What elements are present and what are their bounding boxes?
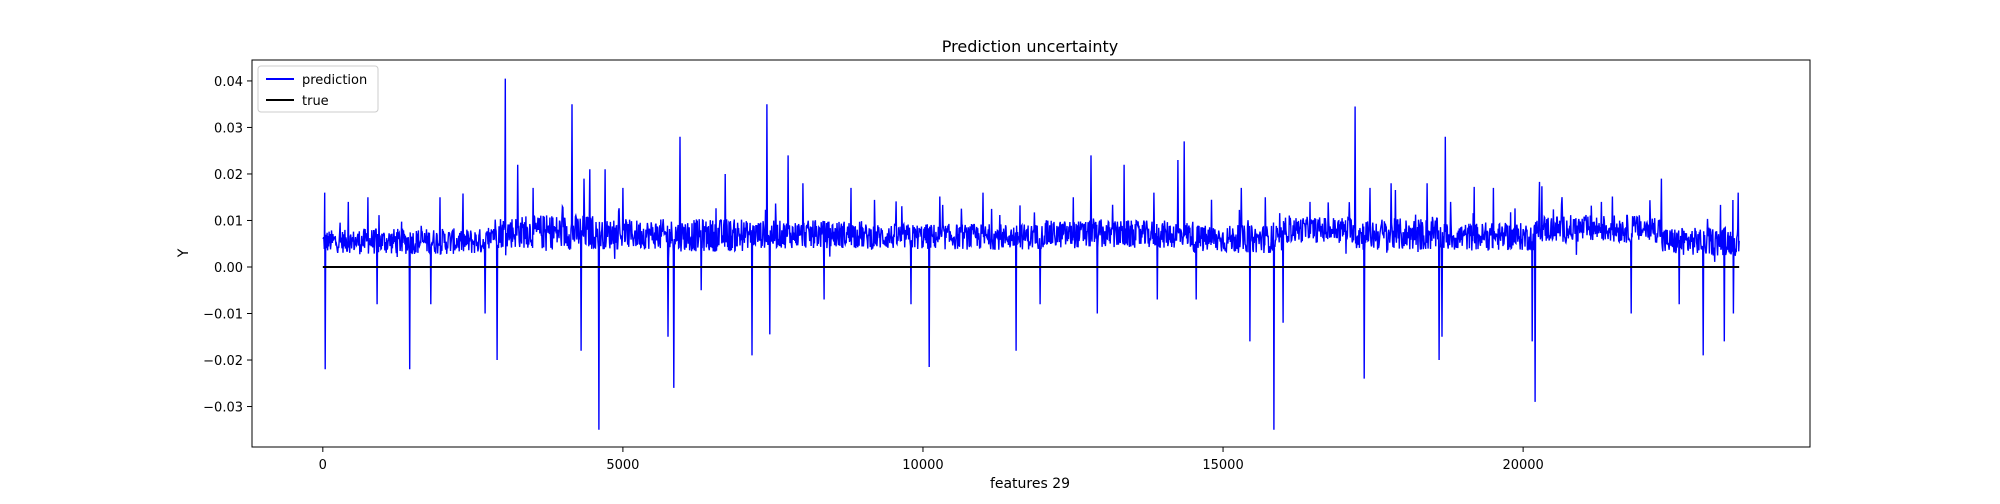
y-tick-label: 0.04 bbox=[214, 75, 243, 90]
legend: prediction true bbox=[257, 65, 379, 113]
x-axis-label: features 29 bbox=[990, 476, 1070, 492]
y-tick-label: 0.03 bbox=[214, 121, 243, 136]
y-tick-label: −0.03 bbox=[203, 401, 243, 416]
y-tick-label: −0.01 bbox=[203, 308, 243, 323]
legend-label-true: true bbox=[302, 94, 329, 109]
y-tick-label: 0.01 bbox=[214, 214, 243, 229]
y-axis-label: Y bbox=[176, 248, 192, 258]
chart-title: Prediction uncertainty bbox=[942, 37, 1118, 56]
y-tick-label: 0.02 bbox=[214, 168, 243, 183]
x-tick-label: 15000 bbox=[1202, 458, 1243, 473]
x-tick-label: 10000 bbox=[902, 458, 943, 473]
legend-label-prediction: prediction bbox=[302, 73, 367, 88]
x-tick-label: 5000 bbox=[606, 458, 639, 473]
x-tick-label: 0 bbox=[319, 458, 327, 473]
plot-frame bbox=[251, 59, 1811, 448]
y-tick-label: −0.02 bbox=[203, 354, 243, 369]
x-tick-label: 20000 bbox=[1502, 458, 1543, 473]
y-tick-label: 0.00 bbox=[214, 261, 243, 276]
series-line-prediction bbox=[322, 78, 1740, 430]
